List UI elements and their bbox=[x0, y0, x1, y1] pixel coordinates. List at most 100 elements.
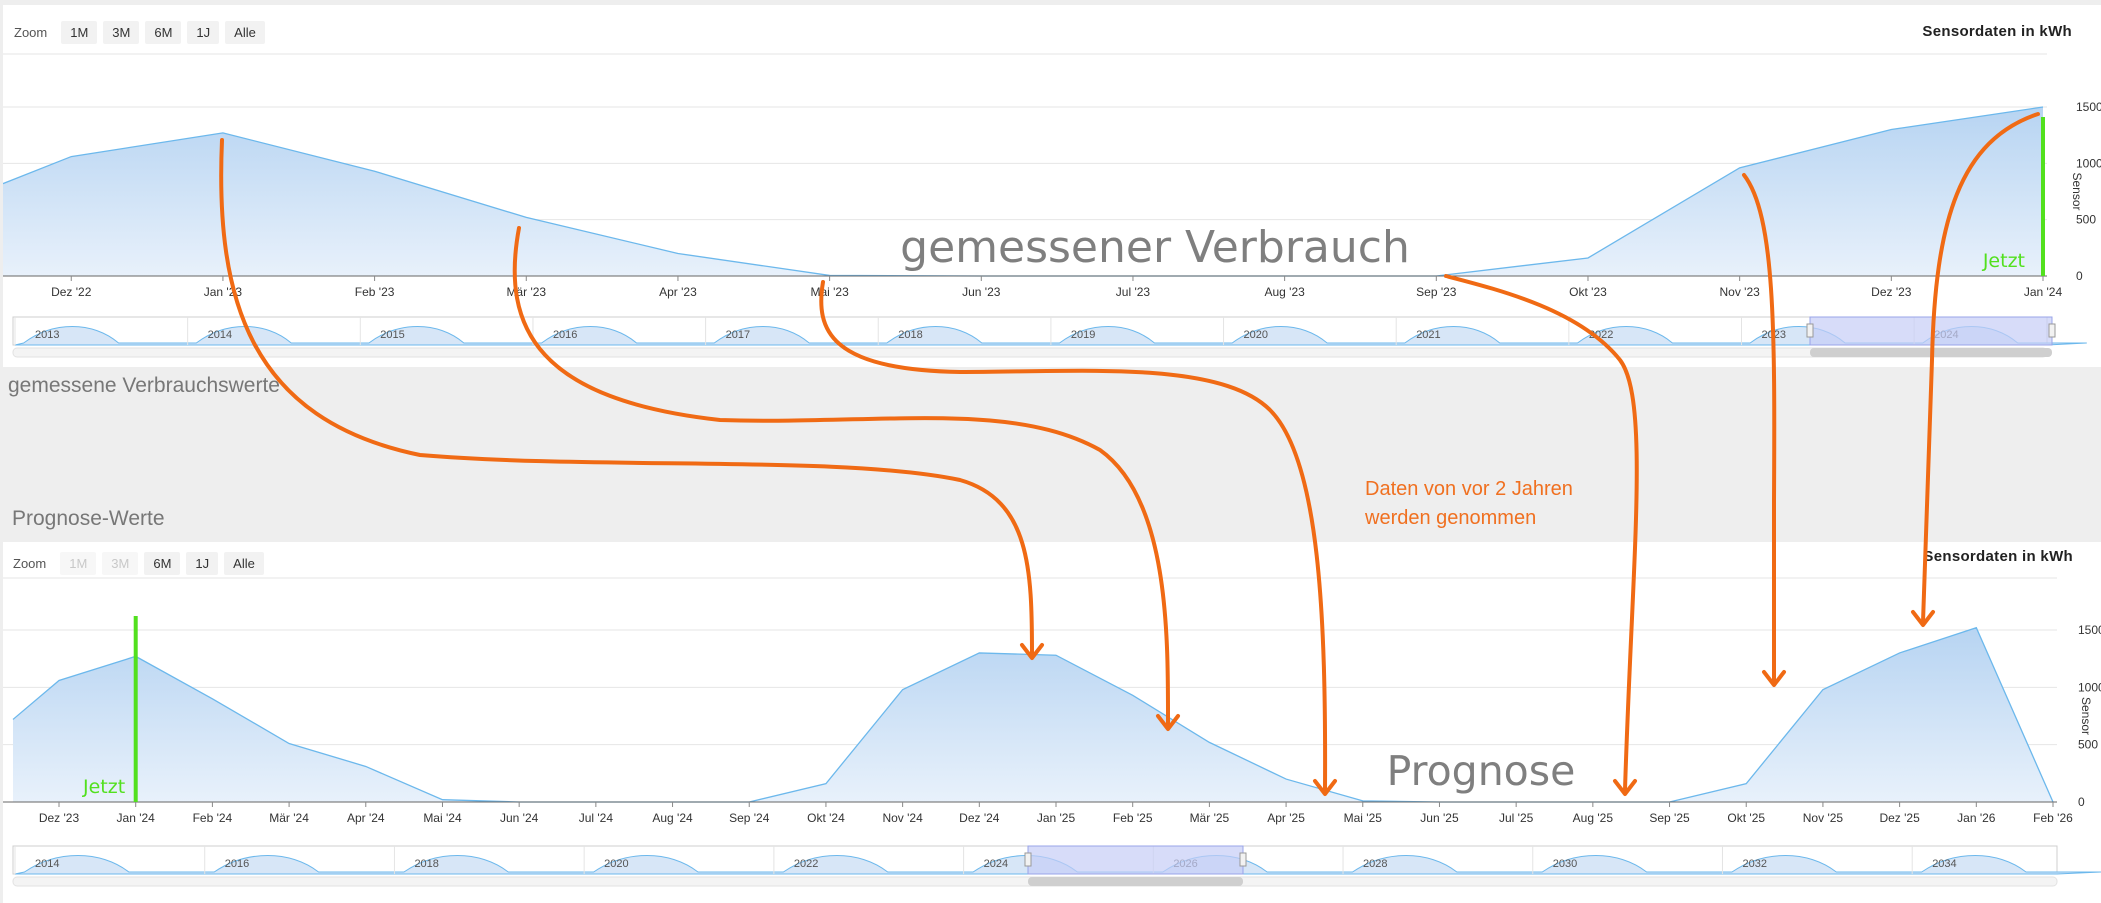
x-tick-label: Mär '23 bbox=[506, 285, 546, 299]
x-tick-label: Jan '25 bbox=[1037, 811, 1076, 825]
y-axis-title: Sensor bbox=[2079, 697, 2093, 735]
x-tick-label: Jul '25 bbox=[1499, 811, 1534, 825]
y-tick-label: 0 bbox=[2076, 269, 2083, 283]
navigator-year-label: 2018 bbox=[898, 329, 922, 341]
navigator-selection bbox=[1027, 845, 1244, 875]
navigator-year-label: 2020 bbox=[1244, 329, 1268, 341]
x-tick-label: Jan '26 bbox=[1957, 811, 1996, 825]
measured-chart-panel: Zoom 1M 3M 6M 1J Alle Sensordaten in kWh… bbox=[3, 5, 2101, 367]
zoom-6m-button[interactable]: 6M bbox=[145, 21, 182, 44]
navigator-year-label: 2020 bbox=[604, 858, 628, 870]
x-tick-label: Mai '24 bbox=[423, 811, 462, 825]
x-tick-label: Aug '24 bbox=[652, 811, 693, 825]
x-tick-label: Mai '23 bbox=[810, 285, 849, 299]
y-tick-label: 500 bbox=[2076, 213, 2096, 227]
y-axis-title: Sensor bbox=[2070, 172, 2084, 210]
x-tick-label: Okt '25 bbox=[1727, 811, 1765, 825]
section-label-measured: gemessene Verbrauchswerte bbox=[8, 374, 280, 397]
x-tick-label: Nov '25 bbox=[1803, 811, 1844, 825]
navigator-year-label: 2014 bbox=[35, 858, 59, 870]
zoom-1j-button[interactable]: 1J bbox=[186, 552, 219, 575]
annotation-line-2: werden genommen bbox=[1365, 507, 1537, 529]
x-tick-label: Jan '24 bbox=[2024, 285, 2063, 299]
x-tick-label: Jan '24 bbox=[117, 811, 156, 825]
annotation-text: Daten von vor 2 Jahren werden genommen bbox=[1365, 475, 1573, 533]
big-chart-label: Prognose bbox=[1387, 747, 1576, 795]
y-tick-label: 1500 bbox=[2076, 100, 2101, 114]
x-tick-label: Jun '24 bbox=[500, 811, 539, 825]
navigator-handle-left bbox=[1024, 852, 1032, 867]
navigator-selection bbox=[1809, 316, 2053, 346]
x-tick-label: Feb '25 bbox=[1113, 811, 1153, 825]
navigator-year-label: 2016 bbox=[553, 329, 577, 341]
y-tick-label: 1500 bbox=[2078, 623, 2101, 637]
x-tick-label: Okt '24 bbox=[807, 811, 845, 825]
zoom-1m-button[interactable]: 1M bbox=[61, 21, 98, 44]
zoom-6m-button[interactable]: 6M bbox=[144, 552, 181, 575]
x-tick-label: Aug '25 bbox=[1573, 811, 1614, 825]
x-tick-label: Feb '26 bbox=[2033, 811, 2073, 825]
navigator-handle-left bbox=[1806, 323, 1814, 338]
x-tick-label: Mai '25 bbox=[1344, 811, 1383, 825]
navigator-year-label: 2014 bbox=[208, 329, 232, 341]
y-tick-label: 1000 bbox=[2078, 680, 2101, 694]
x-tick-label: Nov '23 bbox=[1719, 285, 1760, 299]
x-tick-label: Dez '23 bbox=[1871, 285, 1912, 299]
zoom-3m-button: 3M bbox=[102, 552, 139, 575]
section-label-forecast: Prognose-Werte bbox=[12, 507, 165, 530]
zoom-3m-button[interactable]: 3M bbox=[103, 21, 140, 44]
x-tick-label: Feb '24 bbox=[193, 811, 233, 825]
navigator-year-label: 2018 bbox=[414, 858, 438, 870]
navigator-year-label: 2032 bbox=[1742, 858, 1766, 870]
navigator-year-label: 2022 bbox=[1589, 329, 1613, 341]
x-tick-label: Jun '23 bbox=[962, 285, 1001, 299]
x-tick-label: Apr '24 bbox=[347, 811, 385, 825]
navigator-year-label: 2017 bbox=[726, 329, 750, 341]
navigator-handle-right bbox=[1239, 852, 1247, 867]
navigator-year-label: 2030 bbox=[1553, 858, 1577, 870]
zoom-1j-button[interactable]: 1J bbox=[187, 21, 220, 44]
x-tick-label: Jan '23 bbox=[204, 285, 243, 299]
navigator-year-label: 2021 bbox=[1416, 329, 1440, 341]
navigator-year-label: 2022 bbox=[794, 858, 818, 870]
x-tick-label: Dez '23 bbox=[39, 811, 80, 825]
measured-chart: Dez '22 Jan '23 Feb '23 Mär '23 Apr '23 Mai '… bbox=[3, 53, 2101, 358]
zoom-label: Zoom bbox=[14, 25, 48, 40]
scrollbar-track bbox=[12, 347, 2048, 358]
navigator-year-label: 2015 bbox=[380, 329, 404, 341]
x-tick-label: Dez '25 bbox=[1879, 811, 1920, 825]
now-label: Jetzt bbox=[1982, 250, 2025, 272]
x-tick-label: Sep '24 bbox=[729, 811, 770, 825]
x-tick-label: Sep '25 bbox=[1649, 811, 1690, 825]
zoom-1m-button: 1M bbox=[60, 552, 97, 575]
x-tick-label: Dez '22 bbox=[51, 285, 92, 299]
now-label: Jetzt bbox=[82, 776, 125, 798]
navigator-year-label: 2023 bbox=[1761, 329, 1785, 341]
big-chart-label: gemessener Verbrauch bbox=[900, 222, 1410, 273]
x-tick-label: Feb '23 bbox=[355, 285, 395, 299]
zoom-bar: Zoom 1M 3M 6M 1J Alle bbox=[14, 21, 265, 44]
zoom-alle-button[interactable]: Alle bbox=[225, 21, 265, 44]
chart-title: Sensordaten in kWh bbox=[1922, 23, 2072, 40]
x-tick-label: Mär '24 bbox=[269, 811, 309, 825]
navigator-year-label: 2016 bbox=[225, 858, 249, 870]
x-tick-label: Apr '23 bbox=[659, 285, 697, 299]
x-tick-label: Jul '23 bbox=[1116, 285, 1151, 299]
scrollbar-thumb bbox=[1028, 877, 1243, 886]
x-tick-label: Mär '25 bbox=[1190, 811, 1230, 825]
series-area bbox=[13, 627, 2053, 802]
y-tick-label: 1000 bbox=[2076, 156, 2101, 170]
y-tick-label: 500 bbox=[2078, 738, 2098, 752]
forecast-chart: Dez '23 Jan '24 Feb '24 Mär '24 Apr '24 Mai '… bbox=[3, 577, 2101, 887]
navigator-year-label: 2019 bbox=[1071, 329, 1095, 341]
x-tick-label: Jun '25 bbox=[1420, 811, 1459, 825]
zoom-label: Zoom bbox=[13, 556, 47, 571]
x-tick-label: Sep '23 bbox=[1416, 285, 1457, 299]
x-tick-label: Jul '24 bbox=[579, 811, 614, 825]
x-tick-label: Dez '24 bbox=[959, 811, 1000, 825]
x-tick-label: Okt '23 bbox=[1569, 285, 1607, 299]
navigator-year-label: 2024 bbox=[984, 858, 1008, 870]
forecast-chart-panel: Zoom 1M 3M 6M 1J Alle Sensordaten in kWh… bbox=[3, 542, 2101, 903]
navigator-handle-right bbox=[2048, 323, 2056, 338]
x-tick-label: Apr '25 bbox=[1267, 811, 1305, 825]
